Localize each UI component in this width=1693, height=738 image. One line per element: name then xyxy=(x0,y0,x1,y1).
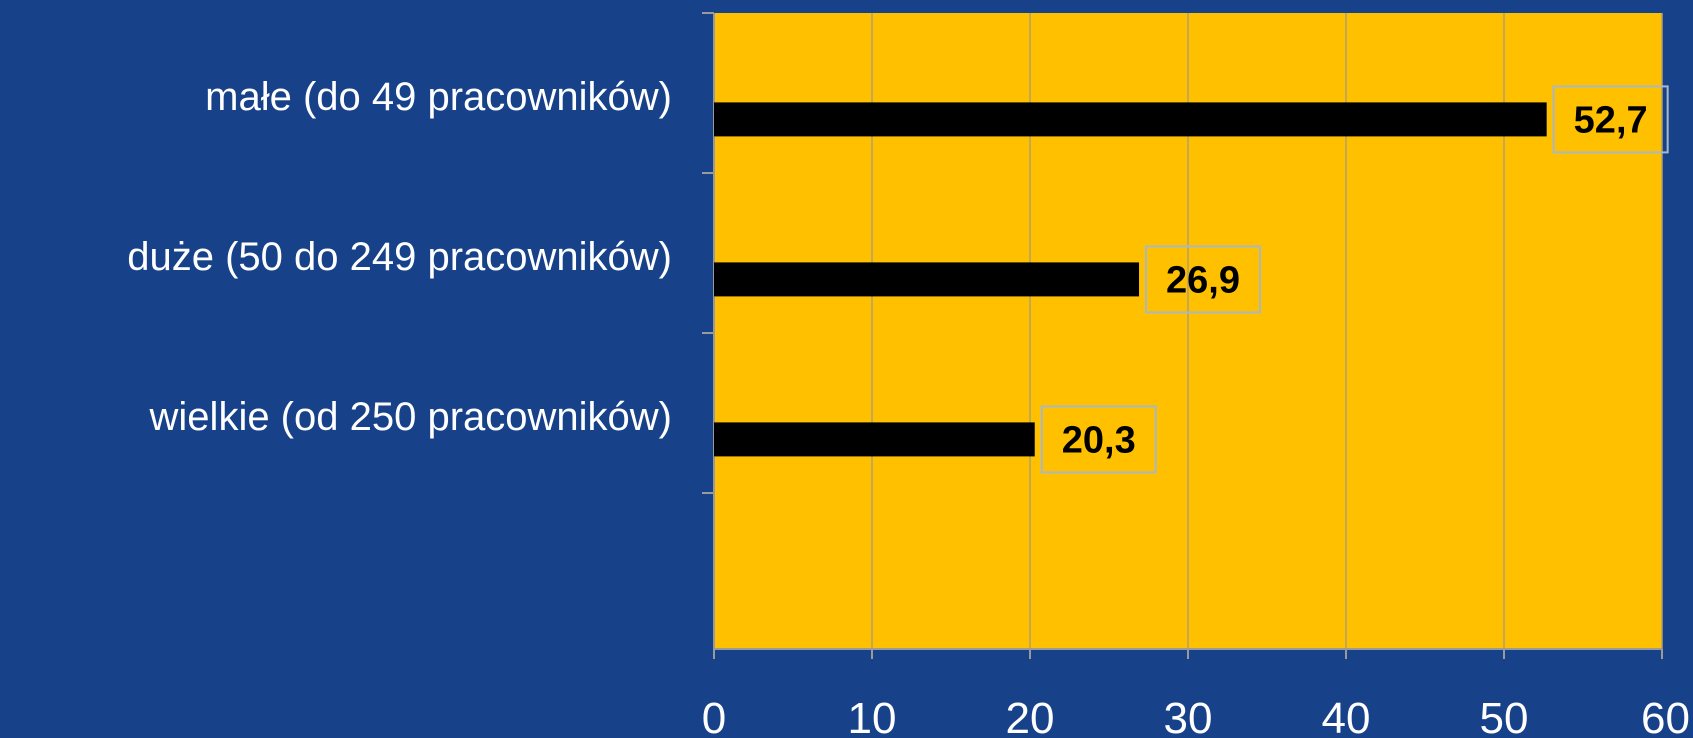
x-tick-label: 20 xyxy=(1006,694,1055,738)
category-label: małe (do 49 pracowników) xyxy=(205,75,672,119)
x-tick-label: 0 xyxy=(702,694,726,738)
data-labels: 52,7 26,9 20,3 xyxy=(1040,85,1669,474)
data-label-box xyxy=(1040,405,1157,474)
data-label-box xyxy=(1552,85,1669,154)
category-label: duże (50 do 249 pracowników) xyxy=(127,235,672,279)
x-tick-label: 30 xyxy=(1164,694,1213,738)
bars xyxy=(714,102,1547,457)
bar xyxy=(714,422,1035,457)
data-label: 26,9 xyxy=(1166,259,1240,301)
bar xyxy=(714,262,1140,297)
data-label: 52,7 xyxy=(1574,99,1648,141)
x-tick-label: 40 xyxy=(1322,694,1371,738)
x-tick-label: 50 xyxy=(1480,694,1529,738)
x-tick-labels: 0 10 20 30 40 50 60 xyxy=(702,694,1690,738)
data-label-box xyxy=(1145,245,1262,314)
bar xyxy=(714,102,1547,137)
data-label: 20,3 xyxy=(1062,419,1136,461)
x-tick-label: 60 xyxy=(1641,694,1690,738)
x-tick-label: 10 xyxy=(848,694,897,738)
category-labels: małe (do 49 pracowników) duże (50 do 249 … xyxy=(127,75,672,439)
category-label: wielkie (od 250 pracowników) xyxy=(149,395,672,439)
